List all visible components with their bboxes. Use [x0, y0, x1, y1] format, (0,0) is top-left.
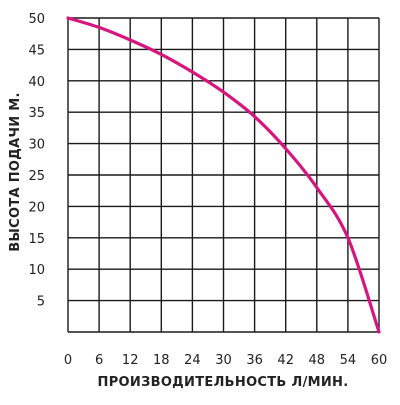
x-tick-label: 54 — [340, 353, 357, 368]
x-tick-label: 6 — [95, 353, 103, 368]
y-tick-label: 25 — [28, 169, 45, 184]
x-tick-label: 18 — [153, 353, 170, 368]
y-tick-label: 35 — [28, 106, 45, 121]
x-tick-label: 42 — [277, 353, 294, 368]
x-tick-label: 30 — [215, 353, 232, 368]
x-tick-label: 0 — [64, 353, 72, 368]
y-tick-label: 5 — [37, 295, 45, 310]
grid — [67, 17, 380, 333]
y-axis-ticks: 5 10 15 20 25 30 35 40 45 50 — [28, 12, 45, 310]
y-tick-label: 20 — [28, 200, 45, 215]
series-line — [66, 16, 381, 334]
x-axis-ticks: 0 6 12 18 24 30 36 42 48 54 60 — [64, 353, 387, 368]
x-tick-label: 48 — [309, 353, 326, 368]
series-layer — [66, 16, 381, 334]
x-tick-label: 36 — [246, 353, 263, 368]
x-tick-label: 60 — [371, 353, 388, 368]
y-axis-title: ВЫСОТА ПОДАЧИ М. — [8, 92, 23, 252]
y-tick-label: 50 — [28, 12, 45, 27]
y-tick-label: 40 — [28, 75, 45, 90]
y-tick-label: 15 — [28, 232, 45, 247]
x-tick-label: 12 — [122, 353, 139, 368]
y-tick-label: 45 — [28, 43, 45, 58]
x-axis-title: ПРОИЗВОДИТЕЛЬНОСТЬ Л/МИН. — [98, 375, 349, 390]
y-tick-label: 30 — [28, 138, 45, 153]
y-tick-label: 10 — [28, 263, 45, 278]
x-tick-label: 24 — [184, 353, 201, 368]
